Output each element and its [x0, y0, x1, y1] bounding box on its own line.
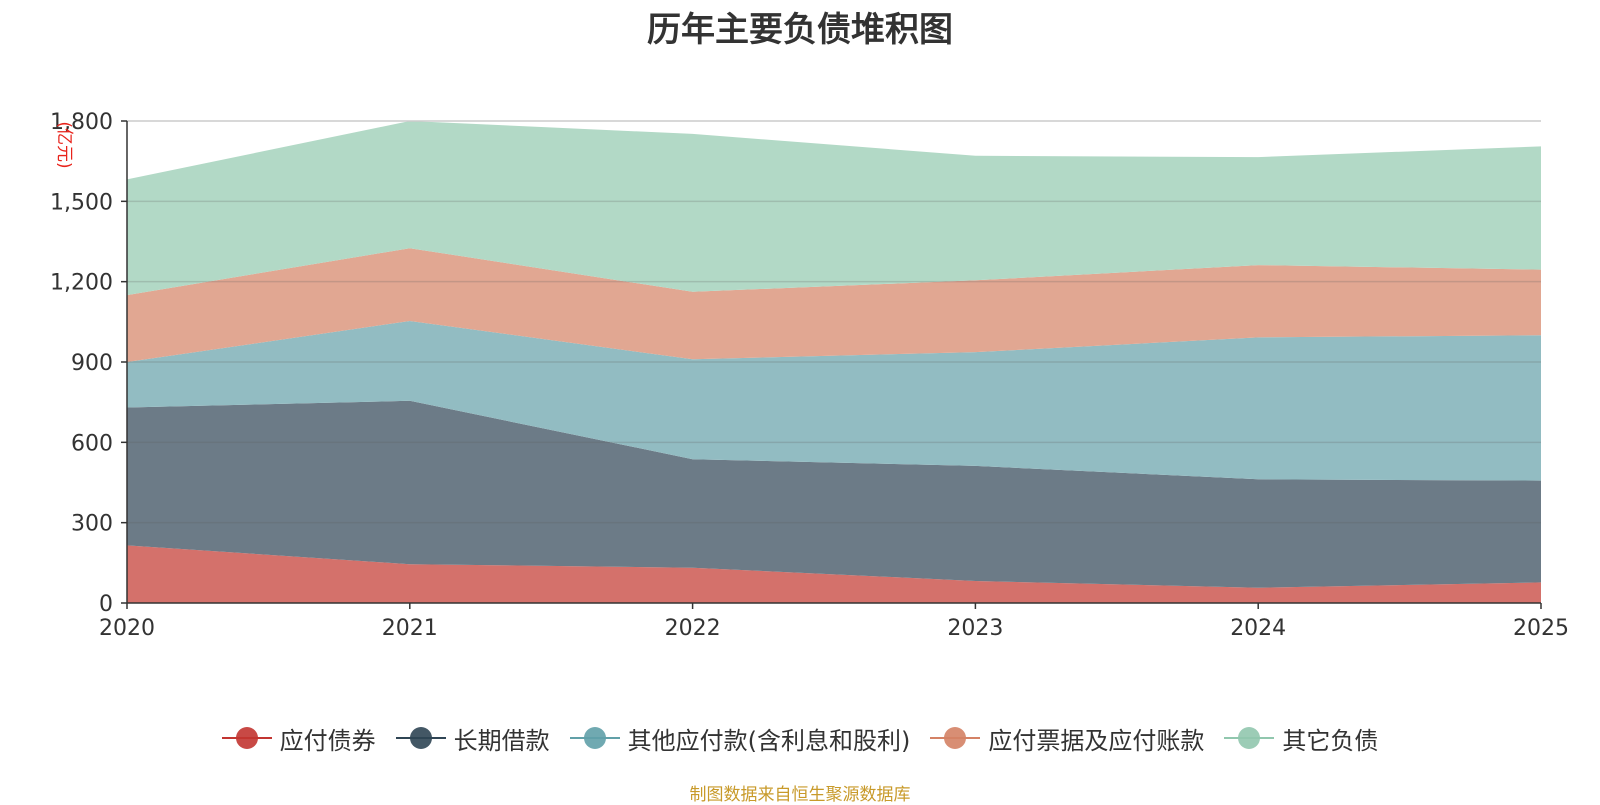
legend-label: 其它负债	[1282, 726, 1379, 755]
x-tick-label: 2024	[1230, 616, 1286, 641]
legend-item-4[interactable]: 应付票据及应付账款	[930, 721, 1204, 756]
area-series-4	[127, 248, 1541, 362]
legend-label: 其他应付款(含利息和股利)	[627, 726, 911, 755]
y-tick-label: 600	[71, 431, 113, 456]
y-tick-label: 1,800	[50, 110, 113, 135]
legend-marker-icon	[395, 726, 446, 750]
y-tick-label: 1,200	[50, 271, 113, 296]
legend-marker-icon	[1224, 726, 1275, 750]
tick-labels: 0 300 600 900 1,200 1,500 1,800 2020 2021 2022 202…	[50, 110, 1569, 641]
legend-item-1[interactable]: 应付债券	[221, 721, 376, 756]
legend-marker-icon	[221, 726, 272, 750]
area-series-5	[127, 121, 1541, 296]
legend-marker-icon	[930, 726, 981, 750]
axes	[126, 121, 1542, 609]
legend-label: 应付票据及应付账款	[988, 726, 1205, 755]
y-tick-label: 0	[99, 592, 113, 617]
area-series-1	[127, 545, 1541, 603]
x-tick-label: 2023	[947, 616, 1003, 641]
legend-item-5[interactable]: 其它负债	[1224, 721, 1378, 756]
gridlines	[121, 120, 1541, 604]
area-series-3	[127, 321, 1541, 481]
y-axis-unit-label: (亿元)	[54, 121, 74, 168]
x-tick-label: 2021	[382, 616, 438, 641]
y-tick-label: 300	[71, 512, 113, 537]
y-tick-label: 900	[71, 351, 113, 376]
y-tick-label: 1,500	[50, 190, 113, 215]
area-series-2	[127, 400, 1541, 588]
x-tick-label: 2022	[665, 616, 721, 641]
legend-label: 应付债券	[279, 726, 376, 755]
legend-item-2[interactable]: 长期借款	[395, 721, 550, 756]
legend-label: 长期借款	[453, 726, 550, 755]
source-note: 制图数据来自恒生聚源数据库	[689, 785, 911, 805]
x-tick-label: 2020	[99, 616, 155, 641]
chart-title: 历年主要负债堆积图	[647, 10, 953, 50]
legend-item-3[interactable]: 其他应付款(含利息和股利)	[569, 721, 911, 756]
legend-marker-icon	[569, 726, 620, 750]
legend: 应付债券 长期借款 其他应付款(含利息和股利) 应付票据及应付账款 其它负债	[0, 720, 1600, 756]
area-layers	[127, 121, 1541, 603]
x-tick-label: 2025	[1513, 616, 1569, 641]
